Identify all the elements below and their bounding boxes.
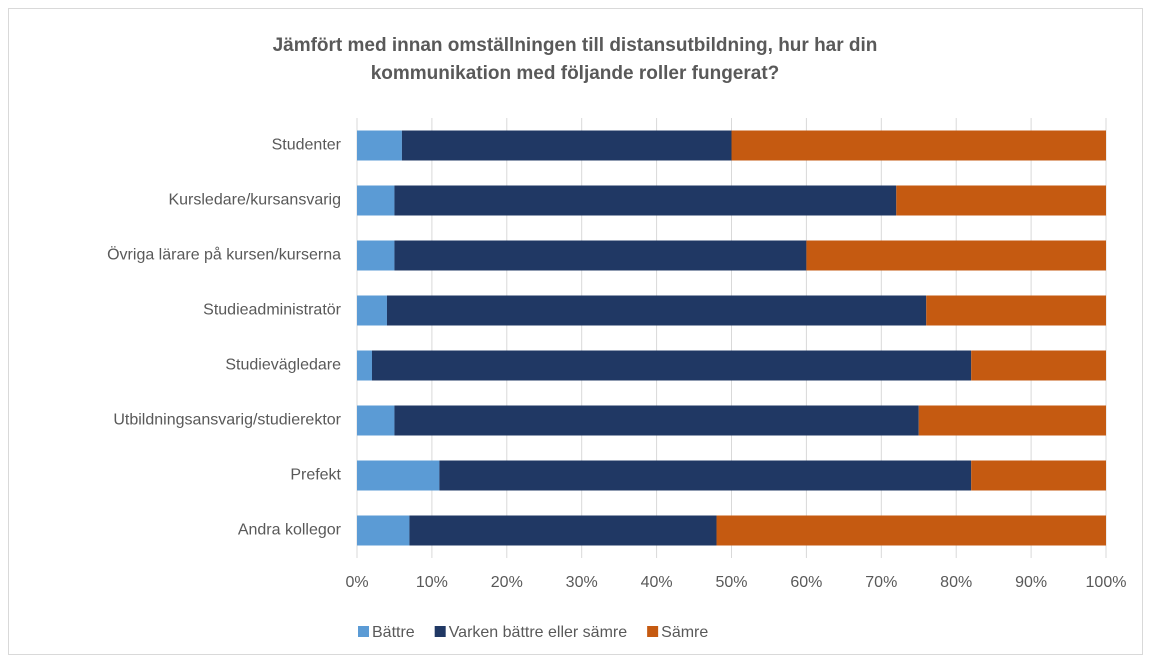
bar-segment — [357, 350, 372, 381]
bar-segment — [357, 130, 402, 161]
bar-segment — [716, 515, 1106, 546]
bar-segment — [971, 460, 1106, 491]
x-tick-label: 10% — [416, 574, 448, 591]
x-tick-label: 90% — [1015, 574, 1047, 591]
legend-swatch — [647, 626, 659, 637]
bar-segment — [926, 295, 1106, 326]
bar-segment — [394, 405, 919, 436]
y-tick-label: Prefekt — [290, 467, 341, 484]
chart-title: Jämfört med innan omställningen till dis… — [273, 35, 878, 84]
bar-segment — [357, 460, 440, 491]
bar-segment — [357, 515, 410, 546]
bar-segment — [357, 185, 395, 216]
bar-segment — [394, 185, 897, 216]
y-tick-label: Övriga lärare på kursen/kurserna — [107, 246, 341, 264]
bar-segment — [806, 240, 1106, 271]
x-tick-label: 100% — [1086, 574, 1127, 591]
legend-label: Varken bättre eller sämre — [449, 624, 628, 641]
bar-segment — [371, 350, 972, 381]
y-tick-label: Studieadministratör — [203, 302, 342, 319]
x-tick-label: 40% — [641, 574, 673, 591]
y-tick-label: Utbildningsansvarig/studierektor — [113, 412, 341, 429]
y-tick-label: Andra kollegor — [238, 522, 342, 539]
bar-segment — [918, 405, 1106, 436]
bar-segment — [401, 130, 732, 161]
bar-segment — [439, 460, 972, 491]
x-tick-label: 80% — [940, 574, 972, 591]
y-tick-label: Kursledare/kursansvarig — [168, 192, 341, 209]
bar-segment — [357, 295, 387, 326]
bar-segment — [394, 240, 807, 271]
x-tick-label: 0% — [345, 574, 368, 591]
chart-frame — [8, 8, 1143, 655]
x-tick-label: 50% — [715, 574, 747, 591]
legend-swatch — [434, 626, 446, 637]
legend-swatch — [358, 626, 369, 637]
x-tick-label: 30% — [566, 574, 598, 591]
x-tick-label: 60% — [790, 574, 822, 591]
y-tick-label: Studievägledare — [225, 357, 341, 374]
bar-segment — [386, 295, 927, 326]
x-tick-label: 20% — [491, 574, 523, 591]
legend-label: Bättre — [372, 624, 415, 641]
x-tick-label: 70% — [865, 574, 897, 591]
bar-segment — [357, 405, 395, 436]
bar-segment — [357, 240, 395, 271]
y-tick-label: Studenter — [272, 137, 342, 154]
legend-label: Sämre — [661, 624, 708, 641]
bar-segment — [409, 515, 717, 546]
bar-segment — [971, 350, 1106, 381]
bar-segment — [731, 130, 1106, 161]
bar-segment — [896, 185, 1106, 216]
